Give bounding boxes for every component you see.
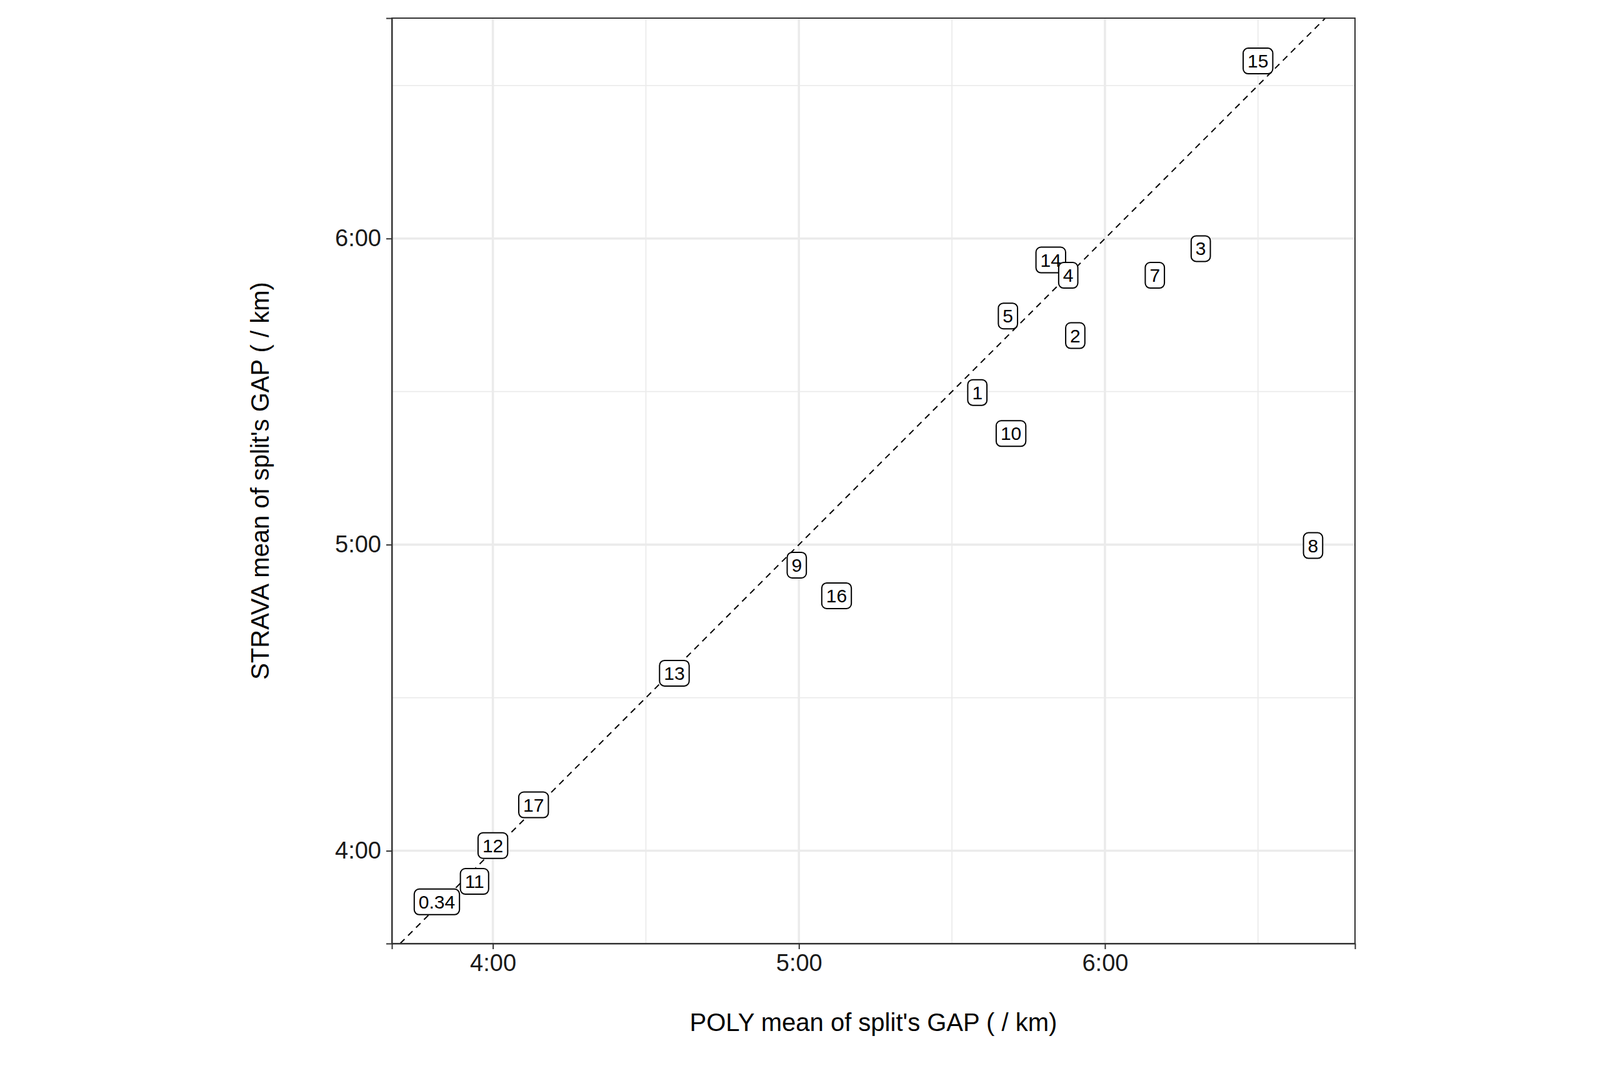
point-label: 0.34 — [418, 891, 455, 913]
tick-mark — [386, 850, 392, 852]
y-axis: 4:00 5:00 6:00 — [335, 18, 392, 945]
tick: 6:00 — [335, 225, 392, 252]
point — [786, 552, 807, 579]
tick: 5:00 — [776, 943, 823, 977]
minor-grid-line — [391, 697, 1355, 699]
grid-line — [491, 18, 495, 944]
tick-label: 4:00 — [335, 837, 382, 864]
tick: 5:00 — [335, 531, 392, 558]
tick-label: 6:00 — [335, 225, 382, 252]
point — [1058, 262, 1079, 289]
point — [1191, 235, 1211, 262]
plot-area: 4:005:006:004:005:006:000.34111217139161… — [335, 18, 1355, 977]
grid-line — [797, 18, 800, 944]
axis-line — [392, 944, 1356, 950]
minor-grid-line — [391, 85, 1355, 87]
tick: 4:00 — [335, 837, 392, 864]
point-label: 5 — [1002, 305, 1014, 327]
point-label: 7 — [1149, 265, 1160, 286]
tick-label: 6:00 — [1081, 950, 1129, 977]
point-labels: 0.34 11 12 17 13 9 16 1 10 5 2 144 7 3 15 8 — [418, 50, 1319, 913]
minor-grid-line — [1257, 18, 1259, 944]
x-axis: 4:00 5:00 6:00 — [392, 943, 1356, 977]
marks — [400, 18, 1325, 944]
point — [996, 420, 1026, 447]
point — [998, 303, 1018, 329]
point-label: 13 — [663, 663, 685, 684]
grid-line — [1103, 18, 1107, 944]
point — [478, 833, 508, 859]
point-label: 17 — [523, 795, 544, 816]
tick-mark — [1104, 943, 1106, 950]
point-label: 12 — [482, 835, 504, 857]
point-label: 4 — [1063, 265, 1074, 286]
y-axis-title: STRAVA mean of split's GAP ( / km) — [246, 281, 274, 680]
point-boxes — [414, 48, 1323, 915]
point — [659, 660, 689, 687]
point-label: 8 — [1308, 535, 1319, 557]
tick-mark — [386, 544, 392, 546]
chart: 4:005:006:004:005:006:000.34111217139161… — [0, 0, 1600, 1066]
point — [967, 380, 987, 406]
point-label: 14 — [1040, 250, 1062, 271]
point-label: 9 — [791, 555, 802, 576]
minor-grid-line — [391, 391, 1355, 393]
point — [821, 583, 852, 609]
identity-line — [400, 18, 1325, 944]
tick: 6:00 — [1081, 943, 1129, 977]
point — [1145, 262, 1165, 289]
tick-mark — [492, 943, 494, 950]
grid-line — [391, 850, 1355, 853]
point-label: 3 — [1195, 238, 1207, 259]
tick: 4:00 — [470, 943, 517, 977]
panel-background — [391, 18, 1355, 944]
minor-grid-line — [645, 18, 647, 944]
point — [518, 792, 549, 819]
panel-border — [391, 18, 1355, 944]
x-axis-title: POLY mean of split's GAP ( / km) — [690, 1008, 1058, 1037]
point-label: 11 — [465, 871, 485, 892]
grid — [391, 18, 1355, 944]
point — [1243, 48, 1273, 74]
point-label: 1 — [971, 382, 983, 404]
tick-mark — [386, 238, 392, 240]
point-label: 16 — [826, 585, 847, 607]
point — [1065, 323, 1085, 349]
point — [1303, 533, 1324, 559]
point — [1036, 247, 1066, 274]
point-label: 10 — [1000, 423, 1022, 444]
minor-grid-line — [951, 18, 953, 944]
grid-line — [391, 543, 1355, 547]
tick-label: 4:00 — [470, 950, 517, 977]
tick-label: 5:00 — [776, 950, 823, 977]
point-label: 15 — [1247, 50, 1269, 72]
point-label: 2 — [1070, 325, 1081, 347]
point — [460, 868, 489, 895]
tick-label: 5:00 — [335, 531, 382, 558]
point — [414, 889, 460, 915]
tick-mark — [798, 943, 800, 950]
